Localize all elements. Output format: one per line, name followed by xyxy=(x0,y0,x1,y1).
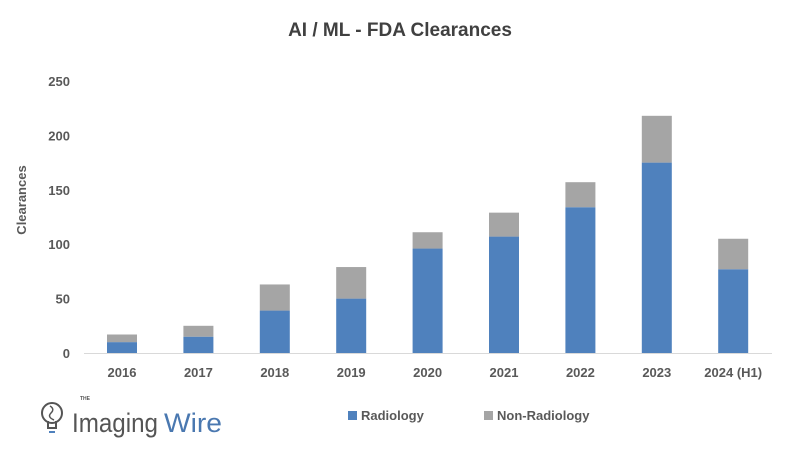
imaging-wire-logo: THE Imaging Wire xyxy=(41,396,222,438)
bar-radiology-2021 xyxy=(489,236,519,353)
bar-non-radiology-2024-H1- xyxy=(718,238,749,270)
y-tick-label: 200 xyxy=(48,128,70,143)
bar-radiology-2024-H1- xyxy=(718,269,749,353)
bar-radiology-2017 xyxy=(183,336,214,353)
x-tick-label: 2021 xyxy=(490,365,519,380)
bar-non-radiology-2017 xyxy=(183,325,214,337)
bar-radiology-2020 xyxy=(412,248,443,353)
x-tick-label: 2022 xyxy=(566,365,595,380)
legend-swatch xyxy=(484,411,493,420)
legend-swatch xyxy=(348,411,357,420)
bar-non-radiology-2022 xyxy=(565,182,596,208)
y-axis-label: Clearances xyxy=(14,165,29,234)
bar-non-radiology-2019 xyxy=(336,267,367,299)
x-tick-label: 2023 xyxy=(642,365,671,380)
x-tick-label: 2020 xyxy=(413,365,442,380)
bar-non-radiology-2016 xyxy=(107,334,137,343)
y-tick-label: 0 xyxy=(63,346,70,361)
chart-title: AI / ML - FDA Clearances xyxy=(288,20,512,41)
x-tick-label: 2016 xyxy=(108,365,137,380)
bar-radiology-2019 xyxy=(336,298,367,353)
y-tick-label: 50 xyxy=(56,292,70,307)
legend-label: Radiology xyxy=(361,408,425,423)
bar-non-radiology-2020 xyxy=(412,232,443,249)
logo-word-imaging: Imaging xyxy=(72,408,158,438)
bar-non-radiology-2023 xyxy=(641,115,672,163)
bar-non-radiology-2018 xyxy=(259,284,290,311)
logo-small-text: THE xyxy=(80,396,91,402)
legend-label: Non-Radiology xyxy=(497,408,590,423)
x-tick-label: 2018 xyxy=(260,365,289,380)
bar-radiology-2023 xyxy=(641,162,672,353)
logo-word-wire: Wire xyxy=(164,408,222,438)
x-tick-label: 2019 xyxy=(337,365,366,380)
y-tick-label: 150 xyxy=(48,183,70,198)
bar-radiology-2016 xyxy=(107,342,137,353)
bar-radiology-2022 xyxy=(565,207,596,353)
x-tick-label: 2017 xyxy=(184,365,213,380)
bar-non-radiology-2021 xyxy=(489,212,519,237)
y-tick-label: 250 xyxy=(48,74,70,89)
x-tick-label: 2024 (H1) xyxy=(704,365,762,380)
y-tick-label: 100 xyxy=(48,237,70,252)
bar-radiology-2018 xyxy=(259,310,290,353)
lightbulb-icon xyxy=(41,402,63,433)
